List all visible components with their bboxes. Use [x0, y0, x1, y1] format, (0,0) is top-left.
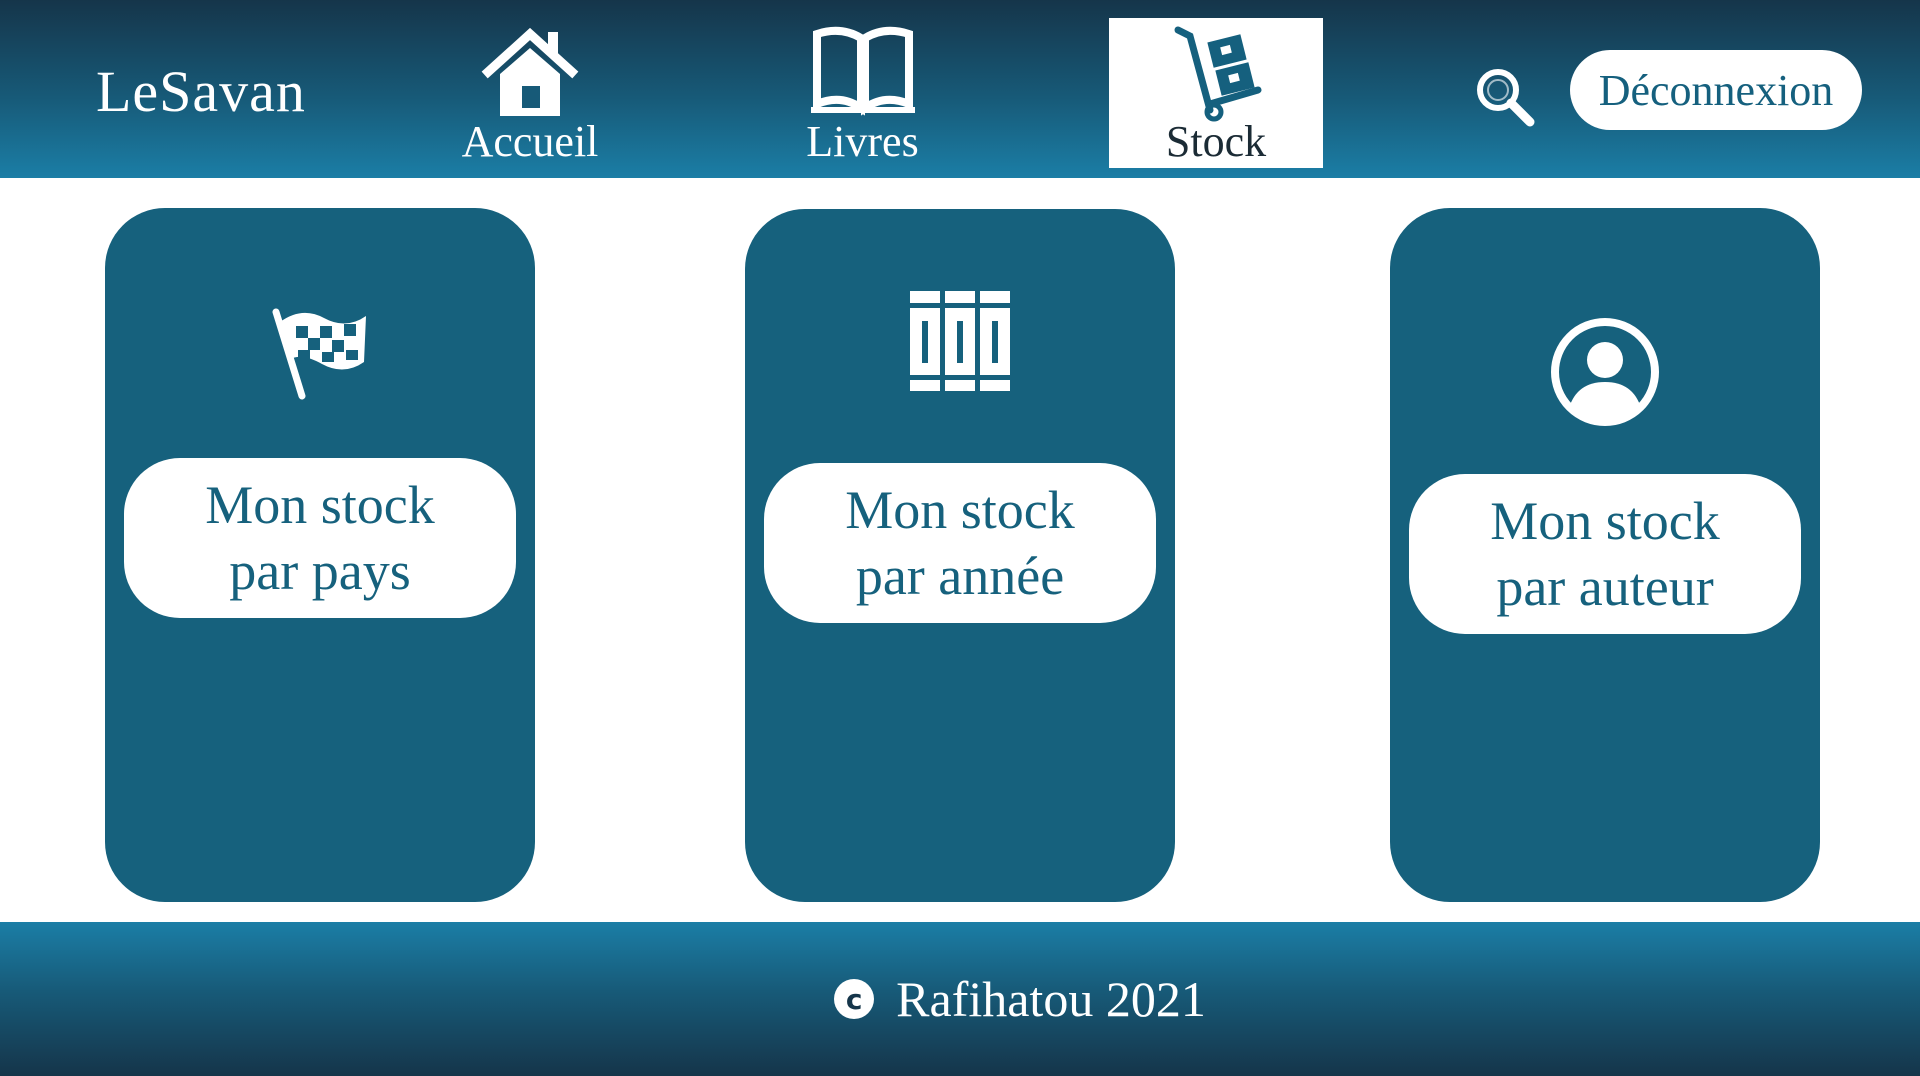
open-book-icon: [810, 26, 915, 116]
nav-livres-label: Livres: [806, 117, 919, 166]
stock-by-year-label: Mon stock par année: [764, 463, 1156, 623]
header-bar: LeSavan Accueil Livres Stock: [0, 0, 1920, 178]
card-title: Mon stock: [845, 480, 1075, 540]
stock-by-country-label: Mon stock par pays: [124, 458, 516, 618]
footer-bar: c Rafihatou 2021: [0, 922, 1920, 1076]
card-title: Mon stock: [1490, 491, 1720, 551]
card-title: Mon stock: [205, 475, 435, 535]
user-icon: [1551, 318, 1659, 426]
nav-stock-label: Stock: [1165, 117, 1267, 166]
copyright-icon: c: [834, 979, 875, 1019]
stock-by-author-label: Mon stock par auteur: [1409, 474, 1801, 634]
search-button[interactable]: [1470, 62, 1540, 132]
stock-by-author-card[interactable]: Mon stock par auteur: [1390, 208, 1820, 902]
nav-livres[interactable]: Livres: [770, 18, 955, 168]
books-icon: [910, 291, 1010, 391]
card-subtitle: par année: [855, 546, 1065, 606]
footer-text: Rafihatou 2021: [896, 971, 1206, 1027]
footer-copyright: c Rafihatou 2021: [834, 970, 1206, 1028]
flag-icon: [272, 308, 366, 400]
card-subtitle: par pays: [229, 541, 411, 601]
search-icon: [1477, 69, 1535, 127]
stock-by-country-card[interactable]: Mon stock par pays: [105, 208, 535, 902]
stock-by-year-card[interactable]: Mon stock par année: [745, 209, 1175, 902]
nav-accueil[interactable]: Accueil: [440, 18, 620, 168]
hand-truck-icon: [1174, 26, 1262, 122]
card-subtitle: par auteur: [1496, 557, 1714, 617]
brand-logo[interactable]: LeSavan: [96, 59, 306, 124]
nav-stock[interactable]: Stock: [1109, 18, 1323, 168]
logout-button[interactable]: Déconnexion: [1570, 50, 1862, 130]
home-icon: [481, 27, 579, 116]
nav-accueil-label: Accueil: [461, 117, 599, 166]
